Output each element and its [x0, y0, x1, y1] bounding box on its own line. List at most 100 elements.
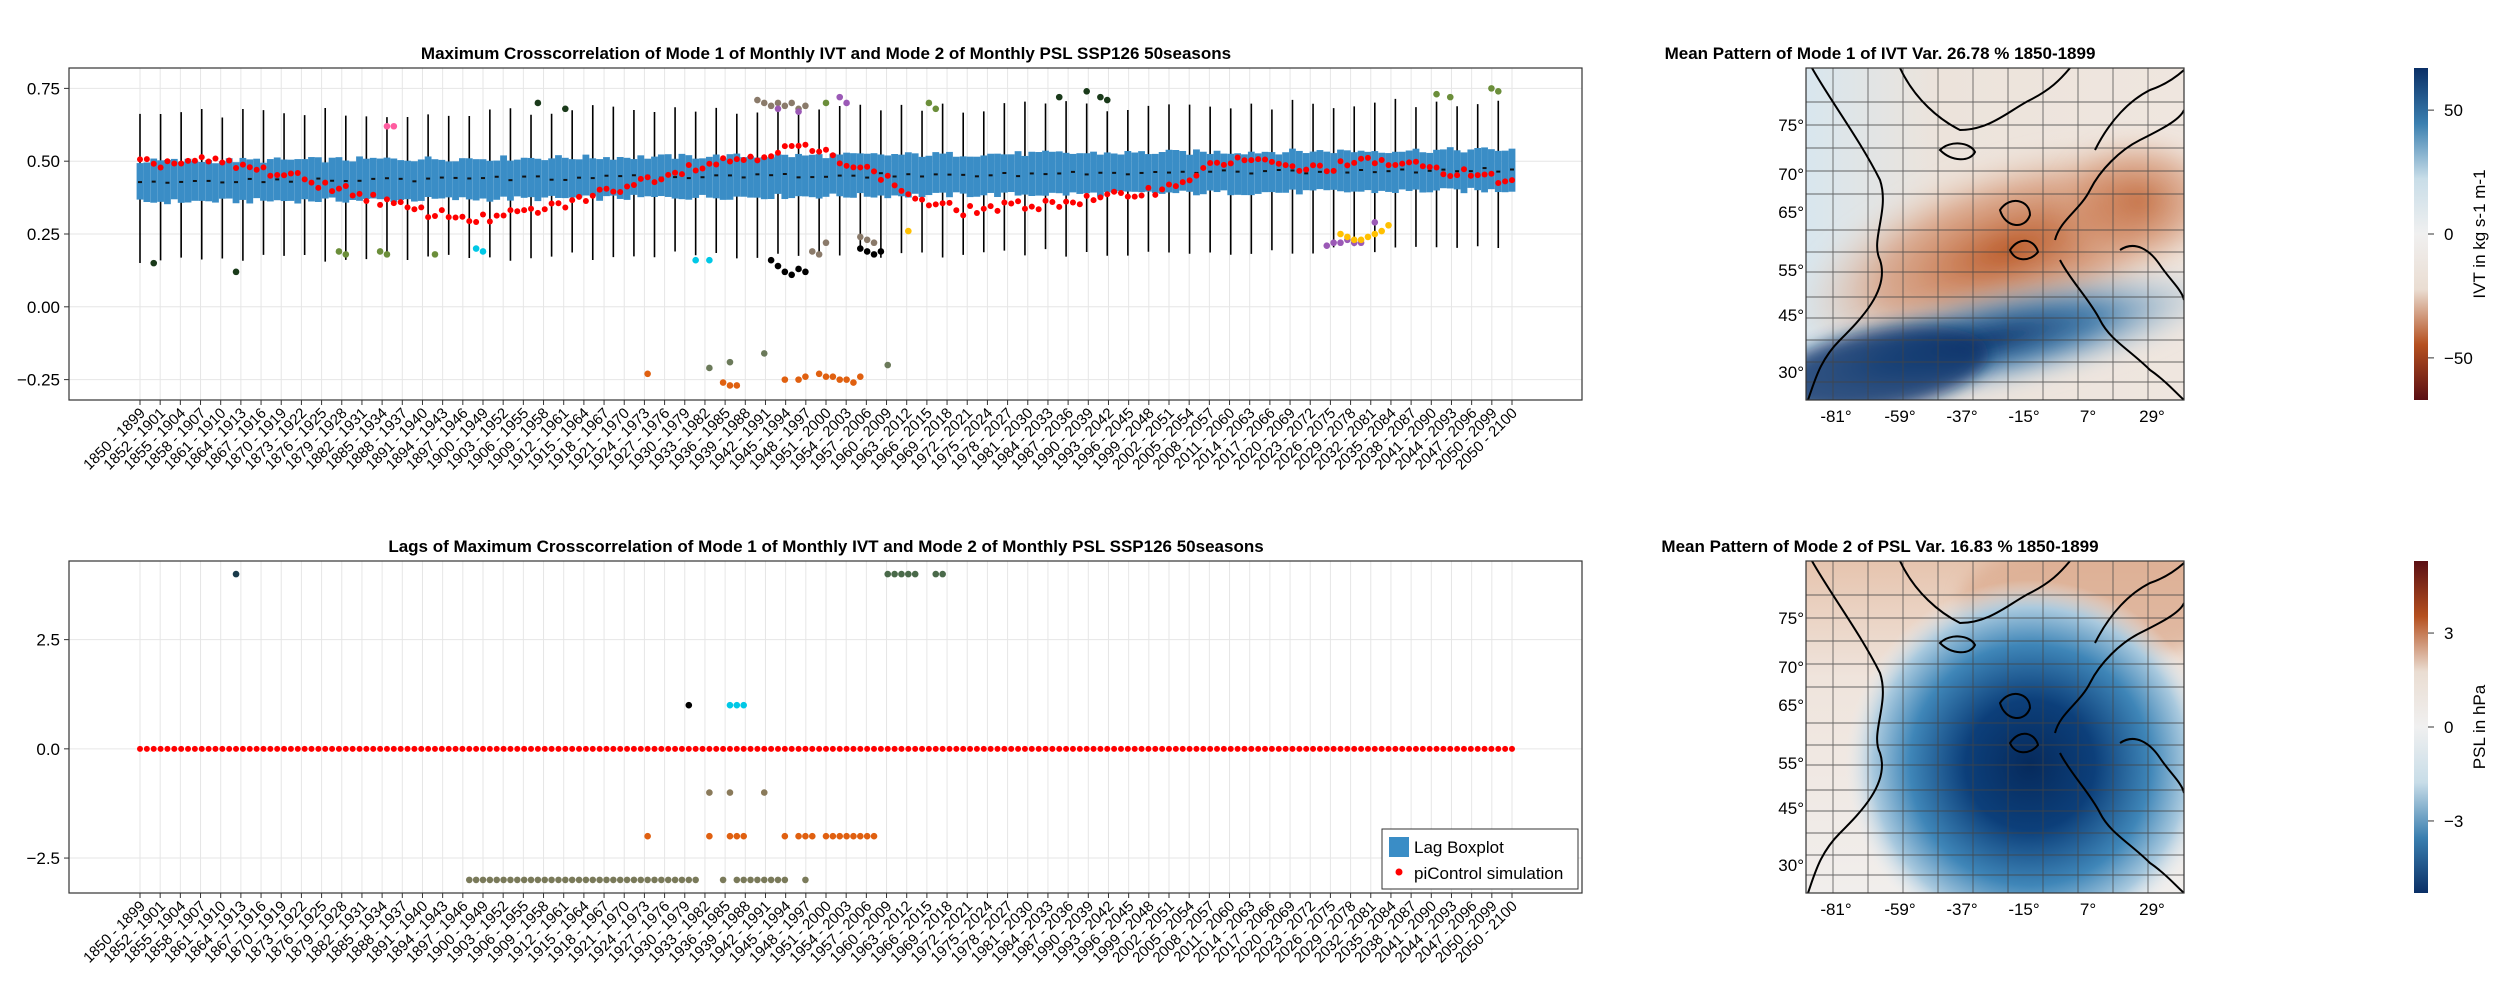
- picontrol-point: [274, 172, 281, 179]
- picontrol-lag-point: [164, 745, 171, 752]
- scatter-point: [1344, 233, 1351, 241]
- picontrol-point: [1460, 166, 1467, 173]
- lag-scatter-point: [891, 570, 898, 578]
- picontrol-lag-point: [678, 745, 685, 752]
- picontrol-point: [356, 190, 363, 197]
- picontrol-lag-point: [1268, 745, 1275, 752]
- box: [239, 157, 247, 200]
- picontrol-lag-point: [1392, 745, 1399, 752]
- picontrol-lag-point: [1289, 745, 1296, 752]
- scatter-point: [1385, 221, 1392, 229]
- picontrol-point: [788, 142, 795, 149]
- box: [1062, 152, 1070, 196]
- box: [1453, 150, 1461, 190]
- lags-scatter: [232, 570, 946, 884]
- picontrol-lag-point: [1481, 745, 1488, 752]
- scatter-point: [1433, 90, 1440, 98]
- box: [856, 153, 864, 194]
- picontrol-lag-point: [864, 745, 871, 752]
- lag-scatter-point: [754, 876, 761, 884]
- box: [829, 153, 837, 194]
- picontrol-point: [1419, 163, 1426, 170]
- box: [1165, 149, 1173, 193]
- colorbar-tick-label: 50: [2444, 101, 2463, 120]
- picontrol-point: [294, 170, 301, 177]
- picontrol-point: [1234, 154, 1241, 161]
- picontrol-lag-point: [953, 745, 960, 752]
- lag-scatter-point: [232, 570, 240, 578]
- lags-grid: [69, 561, 1582, 893]
- picontrol-point: [877, 176, 884, 183]
- picontrol-point: [994, 207, 1001, 214]
- box: [651, 156, 658, 197]
- map-lat-label: 75°: [1778, 116, 1804, 135]
- scatter-point: [843, 376, 850, 383]
- picontrol-point: [1214, 159, 1221, 166]
- picontrol-lag-point: [1124, 745, 1131, 752]
- box: [452, 161, 459, 201]
- box: [1199, 151, 1207, 195]
- lag-scatter-point: [905, 570, 912, 578]
- picontrol-lag-point: [431, 745, 438, 752]
- picontrol-lag-point: [795, 745, 802, 752]
- picontrol-lag-point: [967, 745, 974, 752]
- picontrol-point: [233, 165, 240, 172]
- picontrol-point: [630, 182, 637, 189]
- scatter-point: [706, 364, 713, 372]
- picontrol-point: [781, 143, 788, 150]
- picontrol-point: [1351, 159, 1358, 166]
- psl-colorbar-ticks: −3 0 3: [2428, 624, 2463, 831]
- picontrol-lag-point: [884, 745, 891, 752]
- scatter-point: [925, 99, 933, 107]
- scatter-point: [1350, 236, 1358, 244]
- picontrol-point: [1090, 197, 1097, 204]
- ivt-colorbar: [2414, 68, 2428, 400]
- picontrol-point: [672, 169, 679, 176]
- scatter-point: [870, 239, 878, 247]
- picontrol-lag-point: [665, 745, 672, 752]
- map-lon-label: -59°: [1884, 900, 1915, 919]
- picontrol-lag-point: [720, 745, 727, 752]
- picontrol-point: [1083, 192, 1090, 199]
- picontrol-point: [1440, 171, 1447, 178]
- lag-scatter-point: [500, 876, 507, 884]
- picontrol-lag-point: [603, 745, 610, 752]
- picontrol-point: [507, 207, 514, 214]
- legend-label-picontrol: piControl simulation: [1414, 864, 1563, 883]
- box: [1241, 154, 1248, 196]
- box: [280, 159, 288, 202]
- picontrol-lag-point: [459, 745, 466, 752]
- y-tick-label: 0.50: [27, 152, 60, 171]
- box: [1186, 154, 1193, 192]
- picontrol-point: [157, 164, 164, 171]
- picontrol-point: [1152, 191, 1159, 198]
- picontrol-point: [164, 158, 171, 165]
- box: [445, 161, 453, 198]
- scatter-point: [1357, 236, 1365, 244]
- scatter-point: [781, 376, 789, 383]
- picontrol-point: [1076, 201, 1083, 208]
- box: [767, 157, 775, 199]
- crosscorrelation-picontrol-series: [137, 141, 1515, 225]
- colorbar-tick-label: −50: [2444, 349, 2473, 368]
- box: [1275, 154, 1283, 193]
- picontrol-point: [335, 185, 342, 192]
- lag-scatter-point: [514, 876, 521, 884]
- scatter-point: [822, 239, 830, 247]
- picontrol-lag-point: [1460, 745, 1467, 752]
- psl-map-axes: -81° -59° -37° -15° 7° 29° 30° 45° 55° 65° 70° 75°: [1778, 609, 2165, 919]
- picontrol-point: [198, 154, 205, 161]
- box: [534, 158, 542, 202]
- box: [390, 158, 398, 202]
- box: [1419, 152, 1427, 193]
- lag-scatter-point: [911, 570, 919, 578]
- picontrol-lag-point: [260, 745, 267, 752]
- lags-panel: Lags of Maximum Crosscorrelation of Mode…: [26, 537, 1583, 966]
- picontrol-point: [823, 146, 829, 153]
- picontrol-point: [466, 218, 473, 225]
- lag-scatter-point: [575, 876, 583, 884]
- picontrol-lag-point: [377, 745, 384, 752]
- picontrol-point: [1303, 166, 1310, 173]
- picontrol-point: [576, 193, 583, 200]
